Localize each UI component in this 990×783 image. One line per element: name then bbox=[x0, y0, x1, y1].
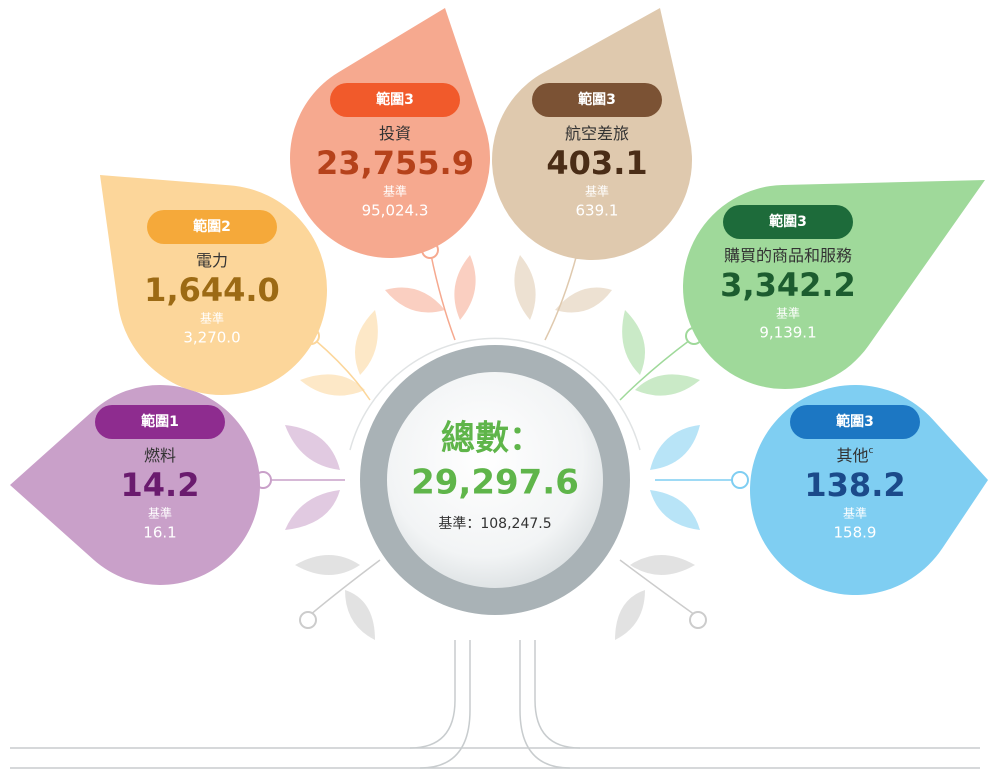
scope-name: 購買的商品和服務 bbox=[724, 246, 852, 265]
scope-name: 電力 bbox=[196, 251, 228, 270]
scope-label: 範圍1 bbox=[141, 413, 179, 430]
baseline-value: 158.9 bbox=[834, 524, 877, 542]
scope-value: 23,755.9 bbox=[316, 144, 474, 182]
scope-value: 403.1 bbox=[546, 144, 647, 182]
center-title: 總數： bbox=[441, 419, 543, 459]
scope-drop: 範圍2 電力1,644.0 基準 3,270.0 bbox=[100, 175, 327, 395]
scope-label: 範圍3 bbox=[836, 413, 874, 430]
scope-name-text: 航空差旅 bbox=[565, 124, 629, 143]
scope-name-text: 投資 bbox=[379, 124, 411, 143]
scope-value: 138.2 bbox=[804, 466, 905, 504]
baseline-label: 基準 bbox=[200, 311, 224, 326]
scope-value: 3,342.2 bbox=[720, 266, 856, 304]
scope-value: 1,644.0 bbox=[144, 271, 280, 309]
scope-name-text: 電力 bbox=[196, 251, 228, 270]
baseline-label: 基準 bbox=[776, 306, 800, 321]
baseline-value: 16.1 bbox=[143, 524, 176, 542]
infographic: 總數： 29,297.6 基準：108,247.5 範圍1 燃料14.2 基準 16.… bbox=[0, 0, 990, 783]
baseline-value: 95,024.3 bbox=[362, 202, 429, 220]
baseline-value: 639.1 bbox=[576, 202, 619, 220]
baseline-label: 基準 bbox=[843, 506, 867, 521]
scope-name: 其他c bbox=[837, 446, 874, 465]
baseline-value: 9,139.1 bbox=[759, 324, 816, 342]
scope-name-text: 其他 bbox=[837, 446, 869, 465]
scope-label: 範圍3 bbox=[769, 213, 807, 230]
scope-name: 燃料 bbox=[144, 446, 176, 465]
center-hub: 總數： 29,297.6 基準：108,247.5 bbox=[360, 345, 630, 615]
scope-label: 範圍3 bbox=[376, 91, 414, 108]
baseline-label: 基準 bbox=[585, 184, 609, 199]
center-value: 29,297.6 bbox=[411, 463, 579, 503]
scope-name-text: 燃料 bbox=[144, 446, 176, 465]
scope-name: 航空差旅 bbox=[565, 124, 629, 143]
scope-label: 範圍3 bbox=[578, 91, 616, 108]
scope-note: c bbox=[869, 446, 874, 456]
scope-value: 14.2 bbox=[121, 466, 200, 504]
scope-label: 範圍2 bbox=[193, 218, 231, 235]
scope-name-text: 購買的商品和服務 bbox=[724, 246, 852, 265]
baseline-label: 基準 bbox=[383, 184, 407, 199]
scope-name: 投資 bbox=[379, 124, 411, 143]
baseline-value: 3,270.0 bbox=[183, 329, 240, 347]
center-baseline: 基準：108,247.5 bbox=[438, 515, 551, 532]
baseline-label: 基準 bbox=[148, 506, 172, 521]
